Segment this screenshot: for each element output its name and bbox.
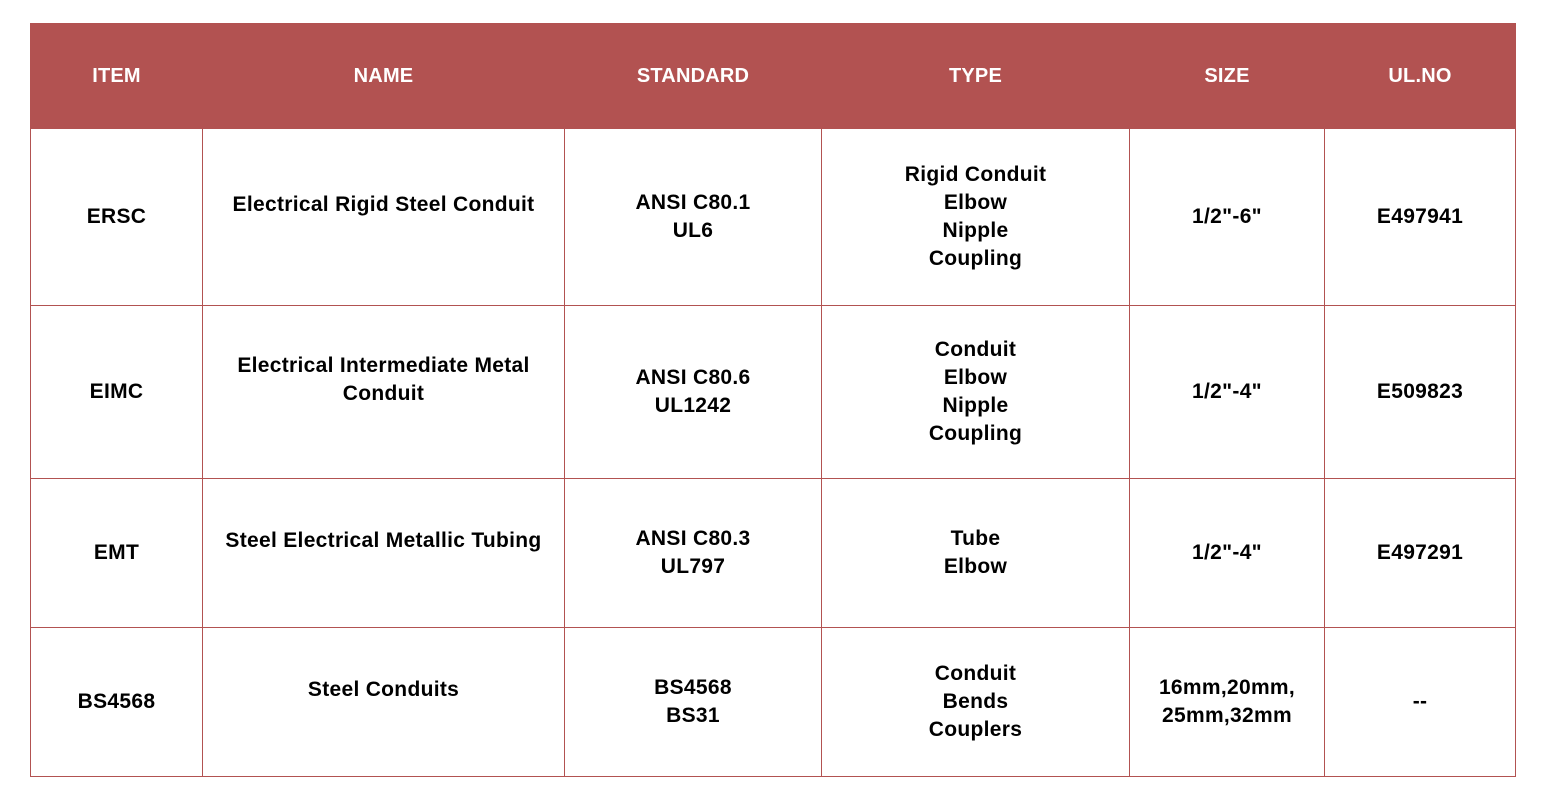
standard-line: UL1242 xyxy=(654,394,732,417)
name-cell: Electrical Intermediate Metal Conduit xyxy=(202,305,565,479)
standard-cell: ANSI C80.6 UL1242 xyxy=(564,305,822,479)
column-header-name: NAME xyxy=(202,23,565,129)
size-cell: 1/2"-4" xyxy=(1129,305,1325,479)
size-cell: 16mm,20mm, 25mm,32mm xyxy=(1129,627,1325,777)
table-row: EIMC Electrical Intermediate Metal Condu… xyxy=(30,305,1516,479)
table-header-row: ITEM NAME STANDARD TYPE SIZE UL.NO xyxy=(30,23,1516,129)
ul-no-cell: E509823 xyxy=(1324,305,1516,479)
type-line: Elbow xyxy=(943,366,1008,389)
standard-cell: ANSI C80.1 UL6 xyxy=(564,128,822,306)
size-line: 1/2"-4" xyxy=(1192,541,1262,564)
type-line: Nipple xyxy=(942,219,1009,242)
column-header-size: SIZE xyxy=(1129,23,1325,129)
type-cell: Conduit Bends Couplers xyxy=(821,627,1130,777)
ul-no-cell: E497291 xyxy=(1324,478,1516,628)
column-header-type: TYPE xyxy=(821,23,1130,129)
column-header-standard: STANDARD xyxy=(564,23,822,129)
size-cell: 1/2"-4" xyxy=(1129,478,1325,628)
standard-line: UL6 xyxy=(672,219,714,242)
standard-cell: BS4568 BS31 xyxy=(564,627,822,777)
name-line: Steel Conduits xyxy=(307,678,460,701)
type-cell: Tube Elbow xyxy=(821,478,1130,628)
item-cell: EIMC xyxy=(30,305,203,479)
standard-cell: ANSI C80.3 UL797 xyxy=(564,478,822,628)
type-line: Couplers xyxy=(928,718,1023,741)
type-line: Conduit xyxy=(934,338,1017,361)
ul-no-cell: E497941 xyxy=(1324,128,1516,306)
standard-line: ANSI C80.1 xyxy=(635,191,751,214)
standard-line: BS4568 xyxy=(654,676,732,699)
table-row: EMT Steel Electrical Metallic Tubing ANS… xyxy=(30,478,1516,628)
name-cell: Steel Conduits xyxy=(202,627,565,777)
type-line: Elbow xyxy=(943,555,1008,578)
standard-line: UL797 xyxy=(660,555,726,578)
type-line: Coupling xyxy=(928,422,1023,445)
size-line: 16mm,20mm, xyxy=(1158,676,1296,699)
size-line: 1/2"-4" xyxy=(1192,380,1262,403)
name-line: Steel Electrical Metallic Tubing xyxy=(225,529,542,552)
size-line: 1/2"-6" xyxy=(1192,205,1262,228)
type-line: Elbow xyxy=(943,191,1008,214)
name-cell: Electrical Rigid Steel Conduit xyxy=(202,128,565,306)
type-line: Tube xyxy=(950,527,1001,550)
column-header-ul-no: UL.NO xyxy=(1324,23,1516,129)
column-header-item: ITEM xyxy=(30,23,203,129)
standard-line: BS31 xyxy=(666,704,720,727)
item-cell: EMT xyxy=(30,478,203,628)
type-cell: Conduit Elbow Nipple Coupling xyxy=(821,305,1130,479)
name-line: Electrical Rigid Steel Conduit xyxy=(232,193,535,216)
ul-no-cell: -- xyxy=(1324,627,1516,777)
size-cell: 1/2"-6" xyxy=(1129,128,1325,306)
table-row: BS4568 Steel Conduits BS4568 BS31 Condui… xyxy=(30,627,1516,777)
type-cell: Rigid Conduit Elbow Nipple Coupling xyxy=(821,128,1130,306)
type-line: Nipple xyxy=(942,394,1009,417)
size-line: 25mm,32mm xyxy=(1162,704,1292,727)
type-line: Bends xyxy=(942,690,1009,713)
type-line: Conduit xyxy=(934,662,1017,685)
item-cell: ERSC xyxy=(30,128,203,306)
standard-line: ANSI C80.3 xyxy=(635,527,751,550)
item-cell: BS4568 xyxy=(30,627,203,777)
name-cell: Steel Electrical Metallic Tubing xyxy=(202,478,565,628)
type-line: Coupling xyxy=(928,247,1023,270)
standard-line: ANSI C80.6 xyxy=(635,366,751,389)
type-line: Rigid Conduit xyxy=(904,163,1047,186)
conduit-spec-table: ITEM NAME STANDARD TYPE SIZE UL.NO ERSC … xyxy=(30,23,1516,777)
table-row: ERSC Electrical Rigid Steel Conduit ANSI… xyxy=(30,128,1516,306)
name-line: Conduit xyxy=(342,382,425,405)
name-line: Electrical Intermediate Metal xyxy=(237,354,530,377)
